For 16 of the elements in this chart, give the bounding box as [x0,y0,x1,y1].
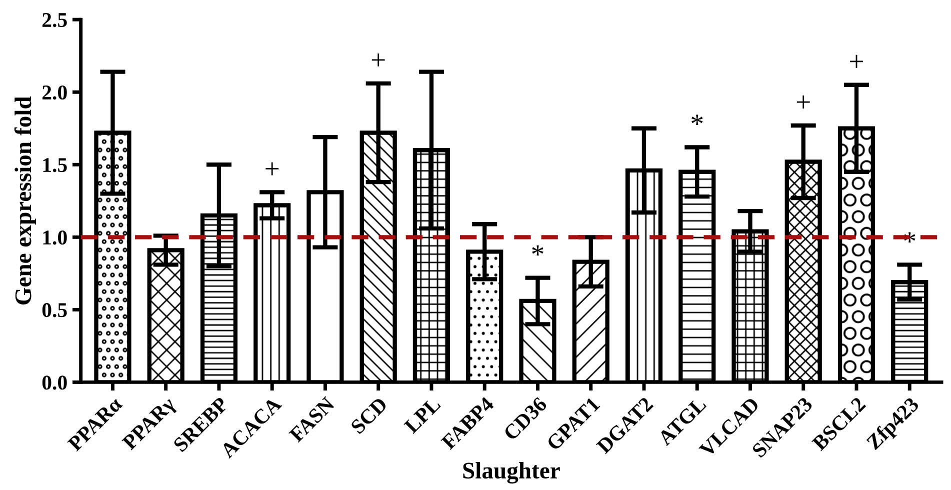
data-label: + [372,53,385,66]
x-tick-label: LPL [404,396,442,434]
y-tick-label: 2.0 [42,85,67,100]
x-axis-title: Slaughter [463,462,560,484]
y-tick-label: 0.0 [42,376,67,390]
data-label: + [850,54,863,68]
data-label: + [796,96,810,108]
y-axis-title: Gene expression fold [14,96,36,304]
data-label: * [692,114,703,125]
data-label: * [532,245,544,256]
data-label: + [266,162,279,176]
x-tick-label: SCD [350,396,388,434]
y-tick-label: 0.5 [42,303,67,318]
y-tick-label: 2.5 [42,13,67,28]
y-tick-label: 1.0 [43,230,67,245]
y-tick-label: 1.5 [43,158,67,172]
